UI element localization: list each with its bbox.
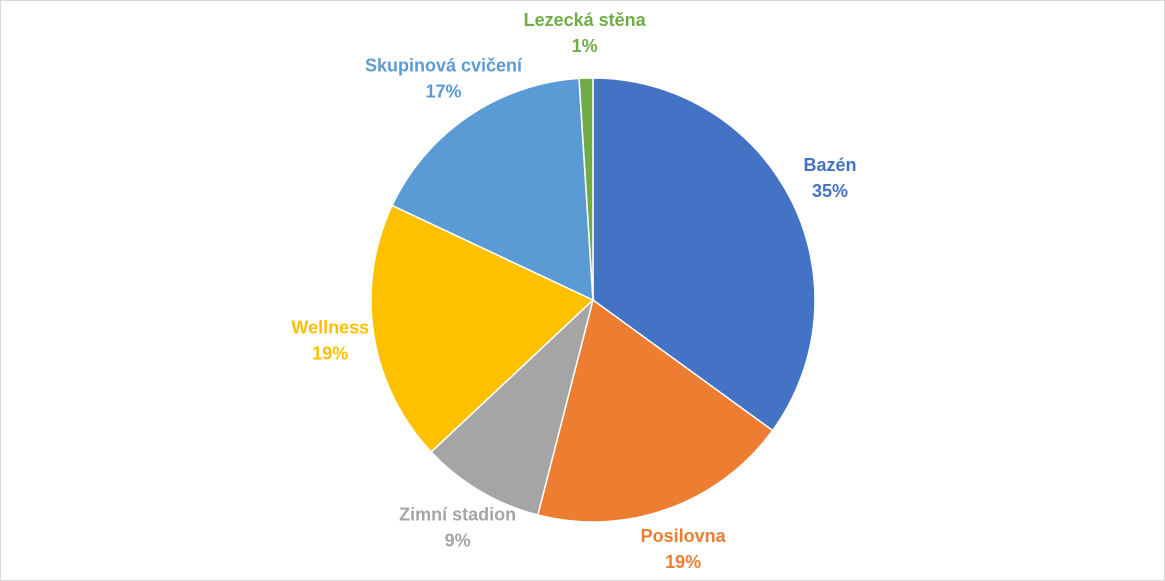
pie-slice xyxy=(430,297,595,516)
slice-name: Posilovna xyxy=(641,526,727,546)
slice-name: Bazén xyxy=(803,155,856,175)
slice-value-label: 19% xyxy=(665,552,701,572)
slice-name: Zimní stadion xyxy=(399,505,516,525)
pie-slice xyxy=(391,77,594,302)
slice-name: Lezecká stěna xyxy=(524,10,647,30)
slice-name: Wellness xyxy=(291,317,369,337)
slice-value-label: 9% xyxy=(445,531,471,551)
pie-slice xyxy=(370,204,595,454)
pie-slice xyxy=(536,298,774,523)
pie-slice xyxy=(592,77,816,432)
slice-value-label: 17% xyxy=(425,82,461,102)
slice-value-label: 19% xyxy=(312,343,348,363)
slice-value-label: 1% xyxy=(572,36,598,56)
pie-slice xyxy=(578,77,594,301)
slice-name: Skupinová cvičení xyxy=(365,56,523,76)
slice-value-label: 35% xyxy=(812,181,848,201)
